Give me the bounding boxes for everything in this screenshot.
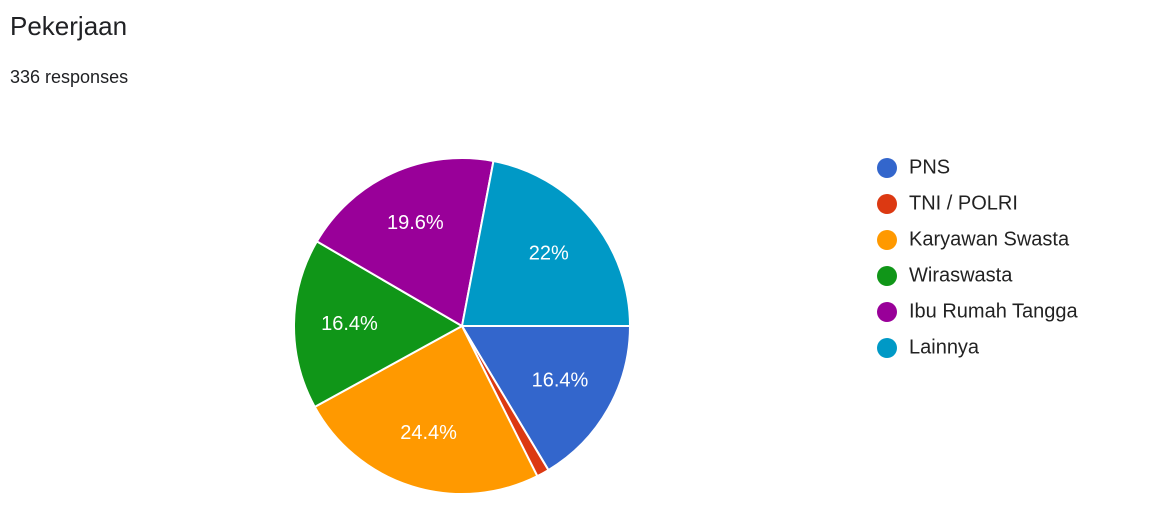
legend-label: Karyawan Swasta	[909, 228, 1070, 250]
data-label: 19.6%	[387, 212, 444, 234]
legend-marker	[877, 302, 897, 322]
pie-slice	[460, 325, 632, 472]
legend-marker	[877, 230, 897, 250]
data-label: 16.4%	[321, 313, 378, 335]
data-label: 22%	[529, 243, 569, 265]
legend-marker	[877, 266, 897, 286]
legend-label: PNS	[909, 156, 950, 178]
pie-slice	[293, 240, 465, 409]
pie-slice	[313, 324, 539, 495]
legend-label: Wiraswasta	[909, 264, 1013, 286]
legend-label: Lainnya	[909, 336, 980, 358]
legend-label: TNI / POLRI	[909, 192, 1018, 214]
legend-marker	[877, 338, 897, 358]
data-label: 16.4%	[532, 370, 589, 392]
legend-marker	[877, 158, 897, 178]
legend-marker	[877, 194, 897, 214]
chart-subtitle: 336 responses	[10, 67, 128, 87]
pie-slice	[315, 157, 495, 328]
chart-title: Pekerjaan	[10, 11, 127, 41]
legend-label: Ibu Rumah Tangga	[909, 300, 1079, 322]
data-label: 24.4%	[400, 422, 457, 444]
pie-slice	[460, 159, 632, 327]
